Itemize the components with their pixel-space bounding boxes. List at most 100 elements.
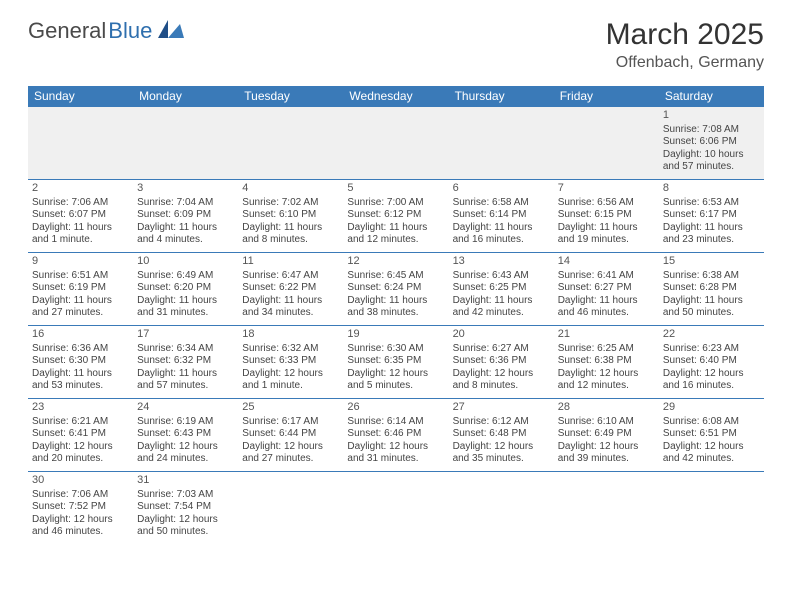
week-row: 1Sunrise: 7:08 AMSunset: 6:06 PMDaylight…	[28, 106, 764, 179]
logo: GeneralBlue	[28, 18, 184, 44]
day-cell: 1Sunrise: 7:08 AMSunset: 6:06 PMDaylight…	[659, 107, 764, 179]
day-daylight2: and 23 minutes.	[663, 234, 760, 247]
week-row: 16Sunrise: 6:36 AMSunset: 6:30 PMDayligh…	[28, 325, 764, 398]
day-cell: 29Sunrise: 6:08 AMSunset: 6:51 PMDayligh…	[659, 399, 764, 471]
day-sunrise: Sunrise: 6:30 AM	[347, 343, 444, 356]
week-row: 30Sunrise: 7:06 AMSunset: 7:52 PMDayligh…	[28, 471, 764, 544]
day-daylight1: Daylight: 12 hours	[137, 514, 234, 527]
day-sunrise: Sunrise: 6:10 AM	[558, 416, 655, 429]
day-cell: 8Sunrise: 6:53 AMSunset: 6:17 PMDaylight…	[659, 180, 764, 252]
day-cell: 27Sunrise: 6:12 AMSunset: 6:48 PMDayligh…	[449, 399, 554, 471]
day-sunrise: Sunrise: 6:21 AM	[32, 416, 129, 429]
day-cell: 31Sunrise: 7:03 AMSunset: 7:54 PMDayligh…	[133, 472, 238, 544]
day-daylight1: Daylight: 11 hours	[32, 222, 129, 235]
day-header-thu: Thursday	[449, 86, 554, 106]
day-daylight1: Daylight: 11 hours	[242, 295, 339, 308]
day-cell: 9Sunrise: 6:51 AMSunset: 6:19 PMDaylight…	[28, 253, 133, 325]
day-header-sat: Saturday	[659, 86, 764, 106]
day-sunrise: Sunrise: 6:25 AM	[558, 343, 655, 356]
day-number: 24	[137, 401, 234, 415]
day-sunset: Sunset: 6:15 PM	[558, 209, 655, 222]
day-sunrise: Sunrise: 7:00 AM	[347, 197, 444, 210]
day-sunset: Sunset: 6:12 PM	[347, 209, 444, 222]
day-daylight1: Daylight: 11 hours	[347, 295, 444, 308]
day-sunrise: Sunrise: 6:27 AM	[453, 343, 550, 356]
day-sunrise: Sunrise: 6:34 AM	[137, 343, 234, 356]
header: GeneralBlue March 2025 Offenbach, German…	[0, 0, 792, 80]
day-header-sun: Sunday	[28, 86, 133, 106]
day-cell	[28, 107, 133, 179]
day-daylight2: and 39 minutes.	[558, 453, 655, 466]
day-number: 19	[347, 328, 444, 342]
day-number: 4	[242, 182, 339, 196]
day-sunrise: Sunrise: 7:06 AM	[32, 489, 129, 502]
weeks-container: 1Sunrise: 7:08 AMSunset: 6:06 PMDaylight…	[28, 106, 764, 544]
day-sunrise: Sunrise: 6:49 AM	[137, 270, 234, 283]
day-daylight1: Daylight: 12 hours	[347, 441, 444, 454]
day-daylight2: and 50 minutes.	[137, 526, 234, 539]
day-number: 20	[453, 328, 550, 342]
day-number: 13	[453, 255, 550, 269]
day-daylight1: Daylight: 11 hours	[32, 368, 129, 381]
day-sunset: Sunset: 6:49 PM	[558, 428, 655, 441]
day-daylight1: Daylight: 10 hours	[663, 149, 760, 162]
day-cell: 24Sunrise: 6:19 AMSunset: 6:43 PMDayligh…	[133, 399, 238, 471]
day-daylight2: and 8 minutes.	[242, 234, 339, 247]
day-daylight2: and 5 minutes.	[347, 380, 444, 393]
day-cell: 5Sunrise: 7:00 AMSunset: 6:12 PMDaylight…	[343, 180, 448, 252]
day-daylight2: and 42 minutes.	[453, 307, 550, 320]
day-number: 14	[558, 255, 655, 269]
day-daylight1: Daylight: 11 hours	[137, 295, 234, 308]
day-daylight1: Daylight: 12 hours	[32, 514, 129, 527]
day-sunset: Sunset: 6:51 PM	[663, 428, 760, 441]
day-sunrise: Sunrise: 6:38 AM	[663, 270, 760, 283]
day-number: 8	[663, 182, 760, 196]
day-number: 12	[347, 255, 444, 269]
day-sunrise: Sunrise: 6:43 AM	[453, 270, 550, 283]
day-daylight1: Daylight: 12 hours	[663, 441, 760, 454]
day-number: 11	[242, 255, 339, 269]
day-daylight2: and 19 minutes.	[558, 234, 655, 247]
day-daylight1: Daylight: 11 hours	[558, 222, 655, 235]
day-sunrise: Sunrise: 6:19 AM	[137, 416, 234, 429]
day-daylight2: and 31 minutes.	[347, 453, 444, 466]
flag-icon	[158, 18, 184, 44]
week-row: 9Sunrise: 6:51 AMSunset: 6:19 PMDaylight…	[28, 252, 764, 325]
day-sunset: Sunset: 6:19 PM	[32, 282, 129, 295]
day-daylight1: Daylight: 12 hours	[453, 441, 550, 454]
day-sunrise: Sunrise: 6:45 AM	[347, 270, 444, 283]
day-sunrise: Sunrise: 7:03 AM	[137, 489, 234, 502]
day-number: 26	[347, 401, 444, 415]
day-daylight1: Daylight: 12 hours	[663, 368, 760, 381]
day-number: 22	[663, 328, 760, 342]
day-sunset: Sunset: 6:20 PM	[137, 282, 234, 295]
day-cell	[449, 472, 554, 544]
day-daylight2: and 57 minutes.	[663, 161, 760, 174]
day-sunrise: Sunrise: 7:02 AM	[242, 197, 339, 210]
day-sunset: Sunset: 6:27 PM	[558, 282, 655, 295]
day-number: 27	[453, 401, 550, 415]
day-cell: 20Sunrise: 6:27 AMSunset: 6:36 PMDayligh…	[449, 326, 554, 398]
day-sunset: Sunset: 6:43 PM	[137, 428, 234, 441]
day-number: 17	[137, 328, 234, 342]
day-daylight2: and 1 minute.	[242, 380, 339, 393]
day-daylight1: Daylight: 11 hours	[347, 222, 444, 235]
day-number: 25	[242, 401, 339, 415]
day-header-tue: Tuesday	[238, 86, 343, 106]
day-cell	[343, 472, 448, 544]
day-sunset: Sunset: 6:48 PM	[453, 428, 550, 441]
day-header-wed: Wednesday	[343, 86, 448, 106]
day-cell: 28Sunrise: 6:10 AMSunset: 6:49 PMDayligh…	[554, 399, 659, 471]
day-cell: 25Sunrise: 6:17 AMSunset: 6:44 PMDayligh…	[238, 399, 343, 471]
day-sunset: Sunset: 6:07 PM	[32, 209, 129, 222]
day-daylight2: and 4 minutes.	[137, 234, 234, 247]
day-cell: 18Sunrise: 6:32 AMSunset: 6:33 PMDayligh…	[238, 326, 343, 398]
day-sunrise: Sunrise: 6:14 AM	[347, 416, 444, 429]
day-daylight2: and 46 minutes.	[558, 307, 655, 320]
day-cell: 26Sunrise: 6:14 AMSunset: 6:46 PMDayligh…	[343, 399, 448, 471]
day-daylight1: Daylight: 12 hours	[242, 368, 339, 381]
day-sunset: Sunset: 6:33 PM	[242, 355, 339, 368]
day-cell: 15Sunrise: 6:38 AMSunset: 6:28 PMDayligh…	[659, 253, 764, 325]
day-cell: 21Sunrise: 6:25 AMSunset: 6:38 PMDayligh…	[554, 326, 659, 398]
day-cell: 22Sunrise: 6:23 AMSunset: 6:40 PMDayligh…	[659, 326, 764, 398]
